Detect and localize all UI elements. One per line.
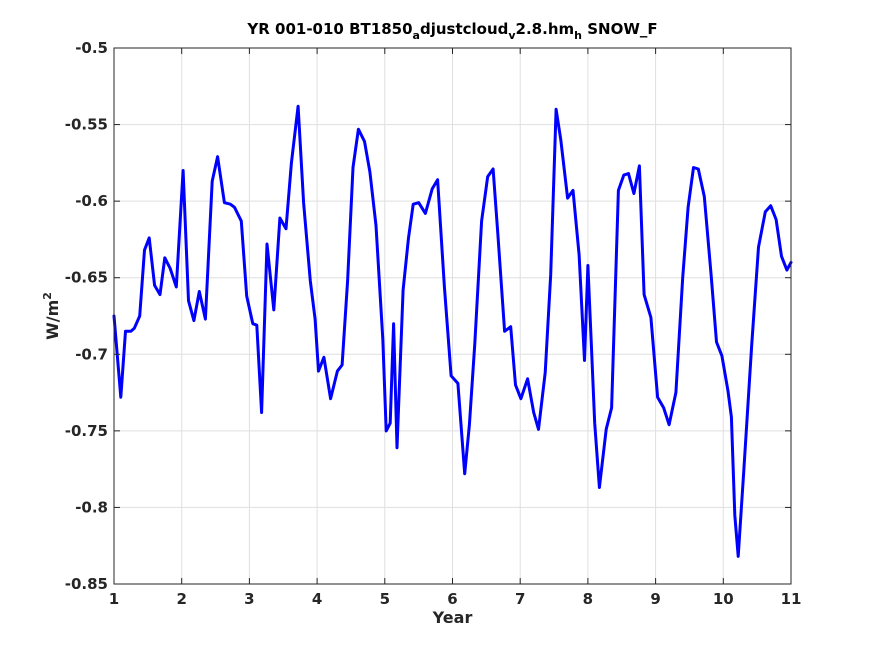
series-layer bbox=[112, 104, 793, 558]
y-tick-label: -0.6 bbox=[75, 192, 108, 210]
y-tick-label: -0.7 bbox=[75, 345, 108, 363]
y-tick-label: -0.55 bbox=[65, 116, 108, 134]
x-tick-label: 5 bbox=[380, 590, 390, 608]
ticks: 1 2 3 4 5 6 7 8 9 10 11 -0.5 -0.55 -0.6 -0.65 -0.7 -0.75… bbox=[65, 39, 802, 608]
y-tick-label: -0.75 bbox=[65, 422, 108, 440]
x-tick-label: 3 bbox=[244, 590, 254, 608]
y-axis-title: W/m2 bbox=[41, 292, 62, 340]
x-tick-label: 8 bbox=[583, 590, 593, 608]
x-tick-label: 11 bbox=[781, 590, 802, 608]
x-axis-title: Year bbox=[432, 608, 473, 627]
title-subscript-a: a bbox=[413, 29, 420, 42]
x-tick-label: 10 bbox=[713, 590, 734, 608]
x-tick-label: 7 bbox=[515, 590, 525, 608]
x-tick-label: 4 bbox=[312, 590, 322, 608]
series-line bbox=[112, 104, 793, 558]
title-mid-1: djustcloud bbox=[420, 20, 508, 38]
title-main: YR 001-010 BT1850 bbox=[246, 20, 412, 38]
y-tick-label: -0.85 bbox=[65, 575, 108, 593]
y-tick-label: -0.8 bbox=[75, 498, 108, 516]
y-axis-title-superscript: 2 bbox=[41, 292, 54, 300]
title-subscript-h: h bbox=[574, 29, 582, 42]
x-tick-label: 1 bbox=[109, 590, 119, 608]
title-mid-2: 2.8.hm bbox=[516, 20, 575, 38]
title-subscript-v: v bbox=[508, 29, 516, 42]
y-tick-label: -0.65 bbox=[65, 269, 108, 287]
x-tick-label: 6 bbox=[447, 590, 457, 608]
x-tick-label: 2 bbox=[176, 590, 186, 608]
y-tick-label: -0.5 bbox=[75, 39, 108, 57]
title-end: SNOW_F bbox=[582, 20, 658, 38]
y-axis-title-base: W/m bbox=[43, 300, 62, 340]
x-tick-label: 9 bbox=[650, 590, 660, 608]
chart-title: YR 001-010 BT1850adjustcloudv2.8.hmh SNO… bbox=[246, 20, 657, 42]
